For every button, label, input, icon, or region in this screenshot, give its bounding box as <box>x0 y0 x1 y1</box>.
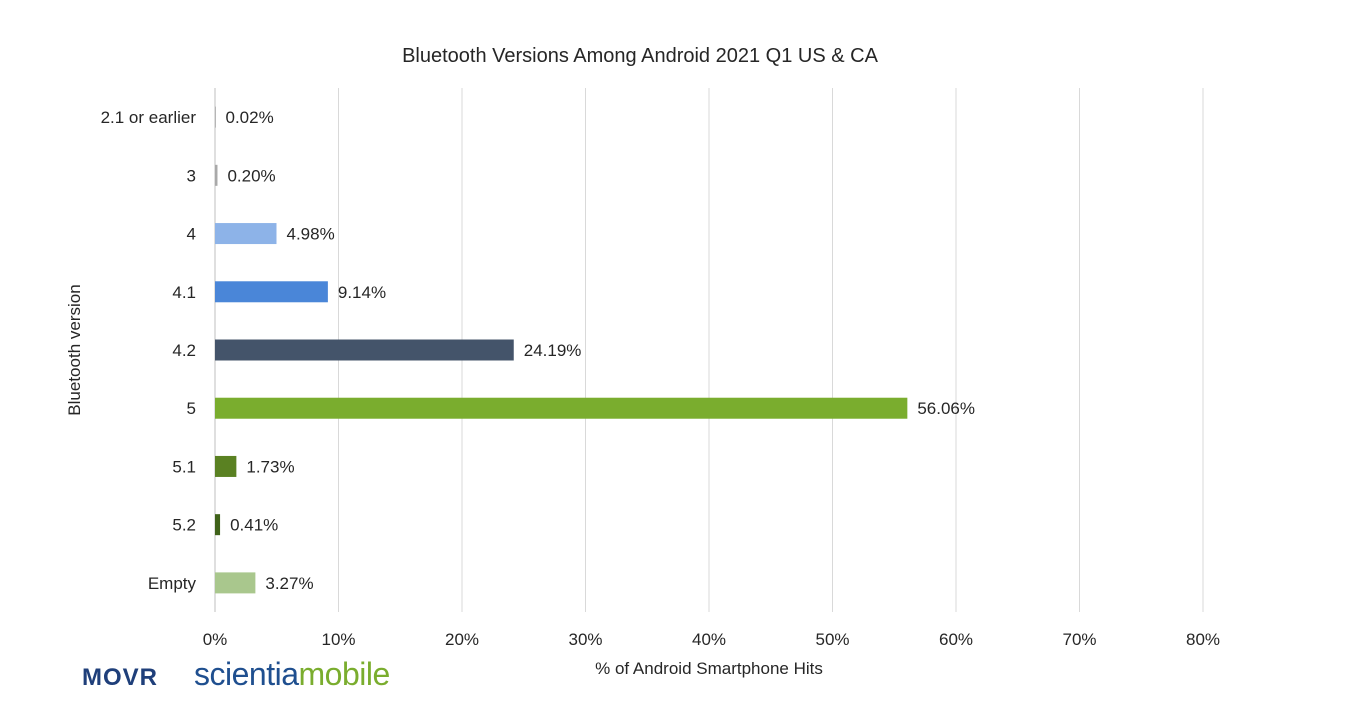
category-label: Empty <box>148 574 197 593</box>
data-label: 4.98% <box>287 225 335 244</box>
bar-1 <box>215 164 218 186</box>
y-axis-title: Bluetooth version <box>65 284 84 415</box>
x-tick-label: 10% <box>321 630 355 649</box>
category-label: 4.2 <box>172 341 196 360</box>
bar-4 <box>215 339 514 361</box>
category-label: 5 <box>187 399 196 418</box>
bar-2 <box>215 223 277 245</box>
x-tick-label: 50% <box>815 630 849 649</box>
category-label: 4 <box>187 225 196 244</box>
logo-text-scientia: scientia <box>194 656 299 692</box>
bar-0 <box>215 106 216 128</box>
bar-3 <box>215 281 328 303</box>
data-label: 56.06% <box>917 399 975 418</box>
data-label: 1.73% <box>246 457 294 476</box>
bars <box>215 106 908 594</box>
movr-logo: MOVR <box>82 664 158 691</box>
category-label: 5.2 <box>172 516 196 535</box>
data-label: 9.14% <box>338 283 386 302</box>
x-tick-label: 30% <box>568 630 602 649</box>
category-label: 2.1 or earlier <box>101 108 197 127</box>
data-label: 3.27% <box>265 574 313 593</box>
bar-5 <box>215 397 908 419</box>
bar-6 <box>215 455 237 477</box>
x-tick-label: 20% <box>445 630 479 649</box>
category-label: 5.1 <box>172 457 196 476</box>
data-label: 0.20% <box>227 166 275 185</box>
x-tick-label: 60% <box>939 630 973 649</box>
data-label: 0.02% <box>226 108 274 127</box>
logo-text-mobile: mobile <box>298 656 391 692</box>
category-labels: 2.1 or earlier 3 4 4.1 4.2 5 5.1 5.2 Empty <box>101 108 197 593</box>
x-tick-label: 0% <box>203 630 228 649</box>
x-tick-label: 70% <box>1062 630 1096 649</box>
bar-8 <box>215 572 256 594</box>
category-label: 3 <box>187 166 196 185</box>
x-tick-label: 40% <box>692 630 726 649</box>
data-labels: 0.02% 0.20% 4.98% 9.14% 24.19% 56.06% 1.73% 0.4… <box>226 108 976 593</box>
bar-7 <box>215 514 221 536</box>
gridlines <box>214 88 1204 612</box>
category-label: 4.1 <box>172 283 196 302</box>
x-tick-label: 80% <box>1186 630 1220 649</box>
data-label: 24.19% <box>524 341 582 360</box>
x-axis-ticks: 0% 10% 20% 30% 40% 50% 60% 70% 80% <box>203 630 1220 649</box>
data-label: 0.41% <box>230 516 278 535</box>
chart-title: Bluetooth Versions Among Android 2021 Q1… <box>402 45 879 67</box>
scientiamobile-logo: scientiamobile <box>194 656 390 693</box>
x-axis-title: % of Android Smartphone Hits <box>595 659 823 678</box>
